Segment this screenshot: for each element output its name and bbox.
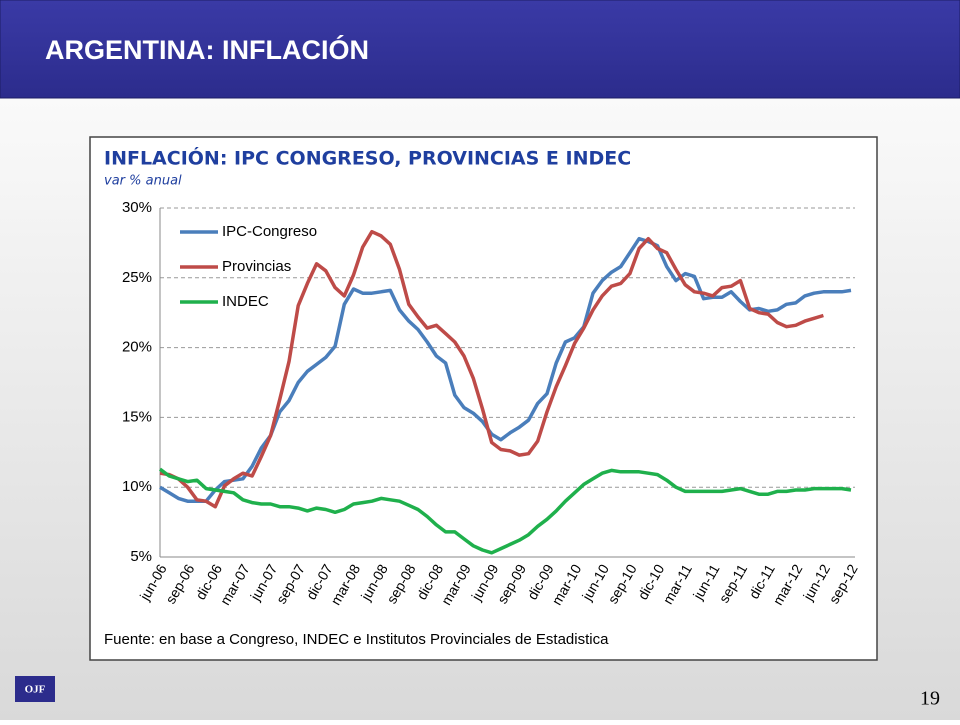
legend-label: INDEC bbox=[222, 293, 269, 310]
series-line bbox=[159, 229, 824, 509]
legend-label: IPC-Congreso bbox=[222, 223, 317, 240]
y-tick-label: 20% bbox=[122, 339, 152, 356]
y-tick-label: 5% bbox=[130, 548, 152, 565]
logo bbox=[15, 676, 55, 702]
y-tick-label: 30% bbox=[122, 199, 152, 216]
chart-title: INFLACIÓN: IPC CONGRESO, PROVINCIAS E IN… bbox=[104, 146, 631, 170]
logo-text: OJF bbox=[25, 684, 46, 696]
y-tick-label: 25% bbox=[122, 269, 152, 286]
page-number: 19 bbox=[920, 688, 940, 710]
source-note: Fuente: en base a Congreso, INDEC e Inst… bbox=[104, 631, 609, 648]
chart-subtitle: var % anual bbox=[104, 174, 182, 189]
slide-title: ARGENTINA: INFLACIÓN bbox=[45, 34, 369, 65]
y-tick-label: 10% bbox=[122, 478, 152, 495]
chart-box bbox=[89, 136, 878, 661]
series-line bbox=[158, 467, 852, 555]
y-tick-label: 15% bbox=[122, 408, 152, 425]
header-bar bbox=[0, 0, 960, 99]
legend-label: Provincias bbox=[222, 258, 291, 275]
